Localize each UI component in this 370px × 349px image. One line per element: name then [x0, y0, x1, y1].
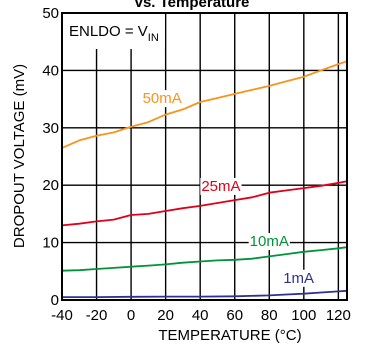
- annotation-subscript: IN: [148, 32, 159, 44]
- series-label-25mA: 25mA: [201, 178, 240, 195]
- x-tick-label: 0: [127, 307, 135, 324]
- x-axis-title: TEMPERATURE (°C): [158, 327, 301, 344]
- y-tick-label: 40: [42, 62, 59, 79]
- x-tick-label: 80: [261, 307, 278, 324]
- x-tick-label: 120: [326, 307, 351, 324]
- y-tick-label: 20: [42, 177, 59, 194]
- x-tick-label: 60: [226, 307, 243, 324]
- chart-title: vs. Temperature: [135, 0, 250, 11]
- y-tick-label: 10: [42, 235, 59, 252]
- x-tick-label: -20: [86, 307, 108, 324]
- x-tick-label: 40: [192, 307, 209, 324]
- x-tick-labels: -40 -20 0 20 40 60 80 100 120: [51, 307, 351, 324]
- series-label-10mA: 10mA: [250, 233, 289, 250]
- y-tick-label: 50: [42, 5, 59, 22]
- series-labels: 50mA 25mA 10mA 1mA: [142, 90, 315, 287]
- x-tick-label: -40: [51, 307, 73, 324]
- x-tick-label: 20: [157, 307, 174, 324]
- series-label-50mA: 50mA: [143, 90, 182, 107]
- annotation-main: ENLDO = V: [69, 23, 148, 40]
- x-tick-label: 100: [291, 307, 316, 324]
- y-tick-labels: 0 10 20 30 40 50: [42, 5, 59, 309]
- grid: [62, 13, 347, 300]
- y-axis-title: DROPOUT VOLTAGE (mV): [11, 64, 28, 248]
- y-tick-label: 30: [42, 120, 59, 137]
- series-label-1mA: 1mA: [283, 270, 314, 287]
- y-tick-label: 0: [51, 292, 59, 309]
